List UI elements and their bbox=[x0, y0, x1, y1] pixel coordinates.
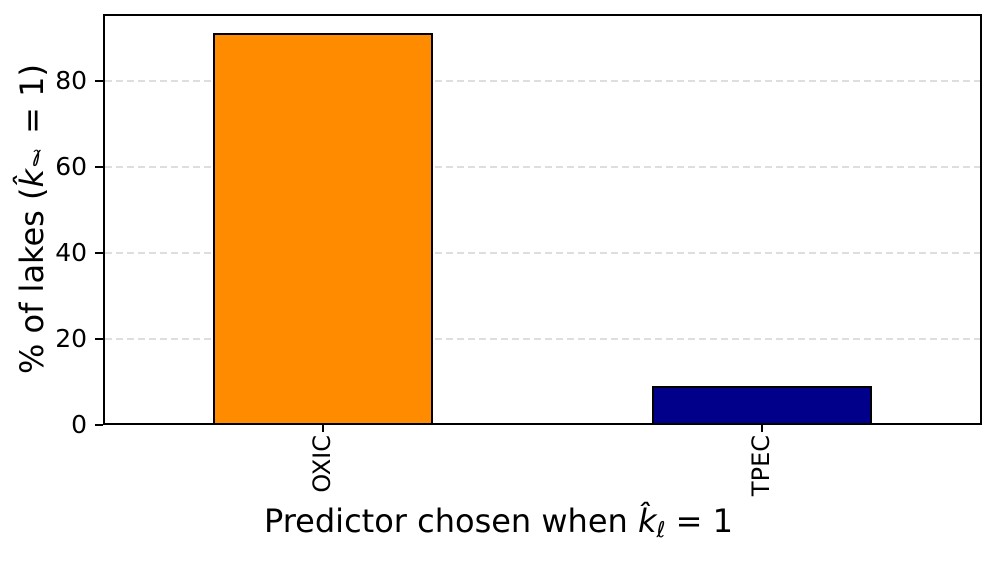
y-tick-40 bbox=[95, 251, 103, 254]
plot-area bbox=[95, 14, 982, 432]
x-axis-label: Predictor chosen when k̂ℓ = 1 bbox=[0, 499, 997, 546]
x-axis-label-suffix: = 1 bbox=[665, 502, 734, 540]
gridline-y-20 bbox=[105, 337, 980, 340]
x-tick-label-oxic: OXIC bbox=[283, 435, 363, 525]
x-tick-tpec bbox=[761, 425, 764, 432]
y-tick-label-40: 40 bbox=[55, 237, 87, 267]
x-tick-label-tpec: TPEC bbox=[722, 435, 802, 525]
x-axis-label-subscript-ell: ℓ bbox=[656, 517, 666, 543]
gridline-y-60 bbox=[105, 165, 980, 168]
gridline-y-40 bbox=[105, 251, 980, 254]
y-tick-label-60: 60 bbox=[55, 151, 87, 181]
y-tick-label-80: 80 bbox=[55, 65, 87, 95]
x-tick-label-text-oxic: OXIC bbox=[307, 435, 336, 493]
y-tick-60 bbox=[95, 165, 103, 168]
y-tick-20 bbox=[95, 337, 103, 340]
y-tick-label-20: 20 bbox=[55, 323, 87, 353]
x-axis-label-prefix: Predictor chosen when bbox=[263, 502, 638, 540]
bar-oxic bbox=[212, 33, 433, 425]
x-tick-oxic bbox=[321, 425, 324, 432]
y-tick-0 bbox=[95, 424, 103, 426]
y-tick-80 bbox=[95, 79, 103, 82]
y-tick-label-0: 0 bbox=[71, 410, 87, 439]
gridline-y-80 bbox=[105, 79, 980, 82]
x-axis-label-var-khat: k̂ bbox=[637, 502, 657, 540]
bar-tpec bbox=[652, 386, 873, 425]
x-tick-label-text-tpec: TPEC bbox=[747, 435, 776, 497]
